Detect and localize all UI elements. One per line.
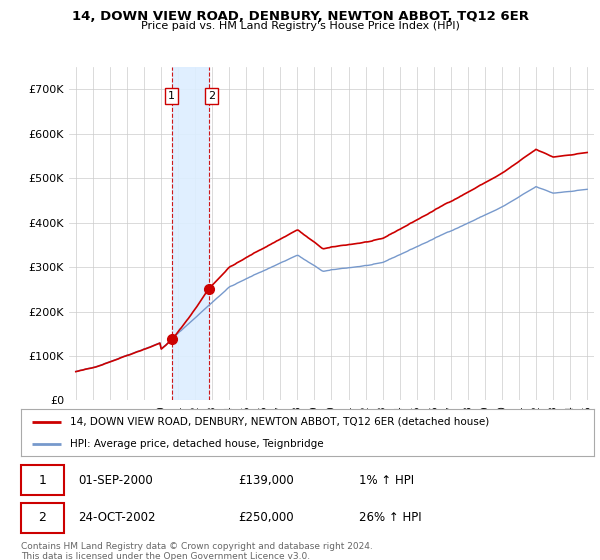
Text: 24-OCT-2002: 24-OCT-2002 <box>79 511 156 525</box>
Text: 2: 2 <box>208 91 215 101</box>
Text: 14, DOWN VIEW ROAD, DENBURY, NEWTON ABBOT, TQ12 6ER (detached house): 14, DOWN VIEW ROAD, DENBURY, NEWTON ABBO… <box>70 417 489 427</box>
FancyBboxPatch shape <box>21 503 64 533</box>
Bar <box>172 67 209 400</box>
Text: £139,000: £139,000 <box>239 474 295 487</box>
Text: 2: 2 <box>38 511 46 525</box>
Text: HPI: Average price, detached house, Teignbridge: HPI: Average price, detached house, Teig… <box>70 438 323 449</box>
Text: 1: 1 <box>38 474 46 487</box>
FancyBboxPatch shape <box>21 465 64 495</box>
Text: 14, DOWN VIEW ROAD, DENBURY, NEWTON ABBOT, TQ12 6ER: 14, DOWN VIEW ROAD, DENBURY, NEWTON ABBO… <box>71 10 529 23</box>
Text: 26% ↑ HPI: 26% ↑ HPI <box>359 511 422 525</box>
Text: £250,000: £250,000 <box>239 511 295 525</box>
Text: 01-SEP-2000: 01-SEP-2000 <box>79 474 153 487</box>
Text: 1: 1 <box>168 91 175 101</box>
Text: 1% ↑ HPI: 1% ↑ HPI <box>359 474 414 487</box>
Text: Contains HM Land Registry data © Crown copyright and database right 2024.
This d: Contains HM Land Registry data © Crown c… <box>21 542 373 560</box>
Text: Price paid vs. HM Land Registry's House Price Index (HPI): Price paid vs. HM Land Registry's House … <box>140 21 460 31</box>
